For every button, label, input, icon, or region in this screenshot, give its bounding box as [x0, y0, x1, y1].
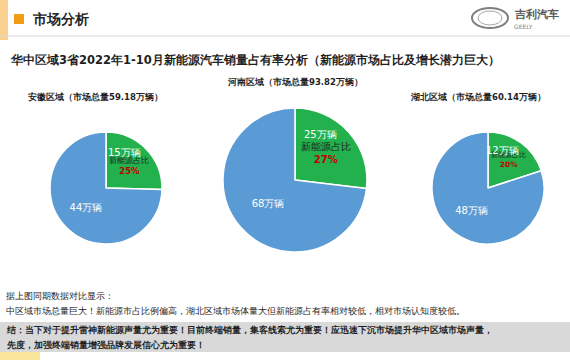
svg-text:安徽区域（市场总量59.18万辆）: 安徽区域（市场总量59.18万辆）	[28, 92, 163, 102]
svg-text:新能源占比27%: 新能源占比27%	[301, 141, 351, 165]
svg-text:华中区域3省2022年1-10月新能源汽车销量占有率分析（新: 华中区域3省2022年1-10月新能源汽车销量占有率分析（新能源市场占比及增长潜…	[10, 53, 500, 67]
svg-text:44万辆: 44万辆	[70, 202, 103, 213]
svg-text:湖北区域（市场总量60.14万辆）: 湖北区域（市场总量60.14万辆）	[410, 92, 546, 102]
svg-text:先度，加强终端销量增强品牌发展信心尤为重要！: 先度，加强终端销量增强品牌发展信心尤为重要！	[6, 340, 205, 350]
svg-text:结：当下对于提升雷神新能源声量尤为重要！目前终端销量，集客线: 结：当下对于提升雷神新能源声量尤为重要！目前终端销量，集客线索尤为重要！应迅速下…	[6, 325, 493, 335]
svg-text:GEELY: GEELY	[514, 23, 533, 30]
svg-text:25万辆: 25万辆	[304, 129, 337, 140]
svg-text:吉利汽车: 吉利汽车	[514, 8, 559, 21]
svg-text:据上图同期数据对比显示：: 据上图同期数据对比显示：	[6, 291, 114, 301]
svg-text:市场分析: 市场分析	[32, 11, 89, 27]
svg-text:河南区域（市场总量93.82万辆）: 河南区域（市场总量93.82万辆）	[227, 77, 363, 87]
svg-text:68万辆: 68万辆	[252, 198, 285, 209]
svg-text:新能源占比20%: 新能源占比20%	[491, 150, 526, 169]
svg-text:中区域市场总量巨大！新能源市占比例偏高，湖北区域市场体量大但: 中区域市场总量巨大！新能源市占比例偏高，湖北区域市场体量大但新能源占有率相对较低…	[6, 306, 465, 316]
svg-text:12万辆: 12万辆	[486, 145, 519, 156]
svg-text:48万辆: 48万辆	[455, 205, 488, 216]
svg-text:新能源占比25%: 新能源占比25%	[109, 155, 149, 176]
svg-text:15万辆: 15万辆	[108, 147, 141, 158]
